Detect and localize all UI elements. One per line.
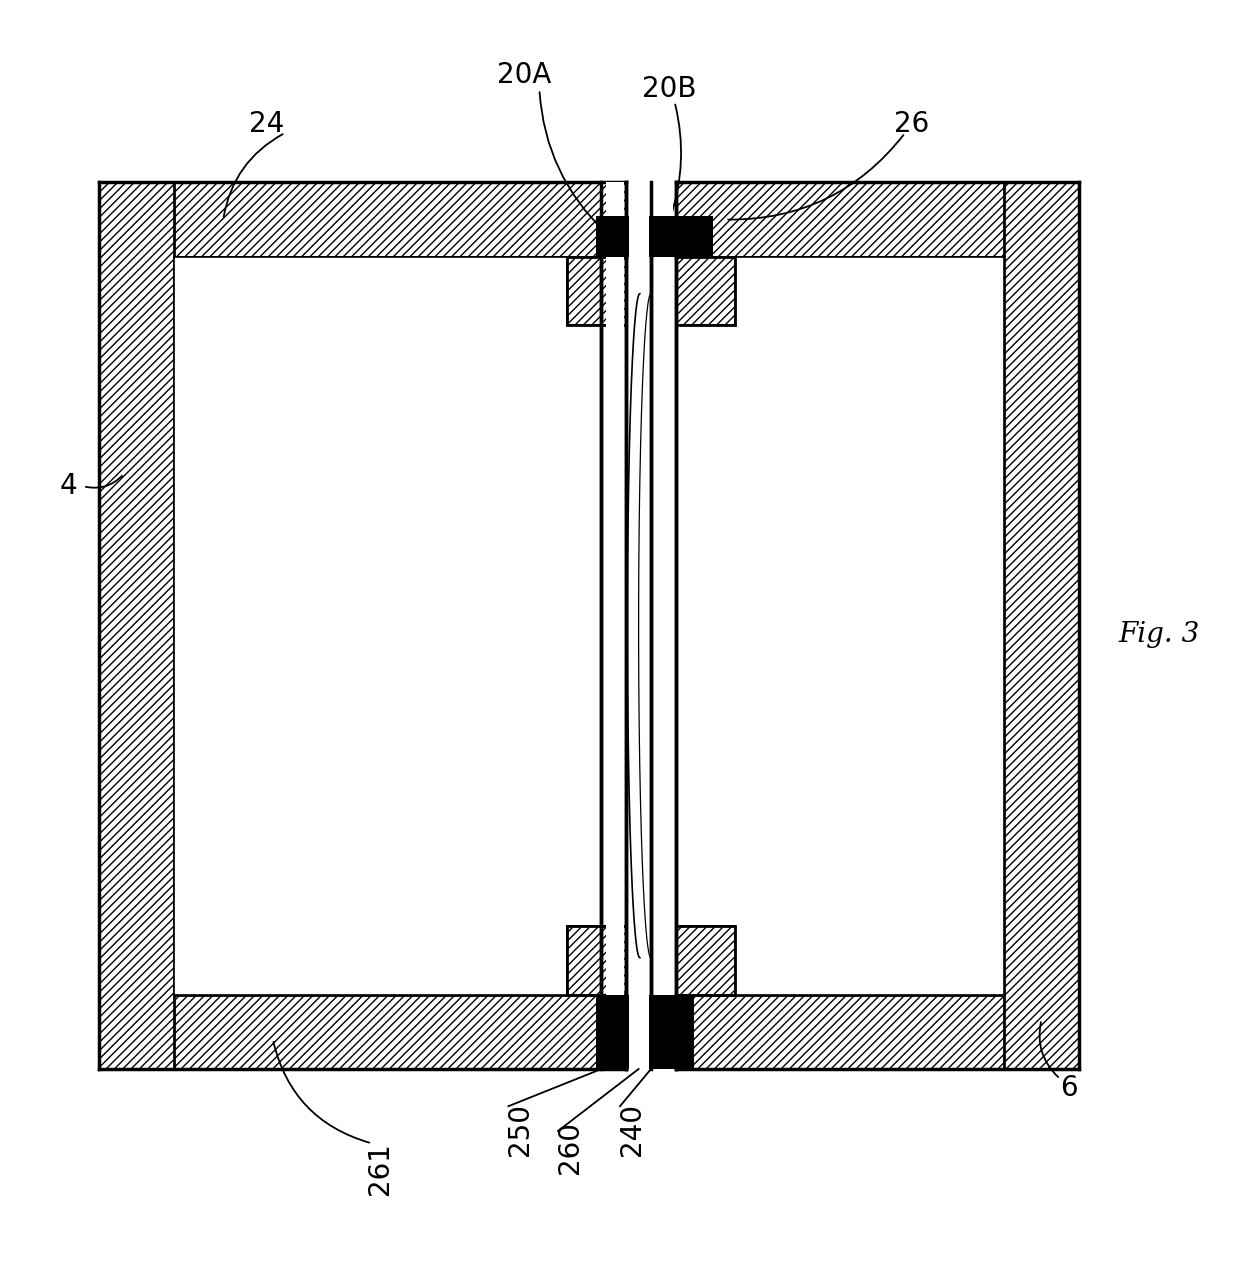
Bar bbox=[676, 183, 1079, 257]
Text: 260: 260 bbox=[556, 1121, 584, 1175]
Bar bbox=[174, 257, 626, 994]
Bar bbox=[653, 257, 673, 994]
Bar bbox=[653, 183, 673, 257]
Text: 240: 240 bbox=[618, 1102, 646, 1156]
Text: 4: 4 bbox=[60, 472, 77, 500]
Bar bbox=[596, 994, 629, 1069]
Text: Fig. 3: Fig. 3 bbox=[1118, 621, 1200, 649]
Text: 250: 250 bbox=[506, 1102, 534, 1156]
Bar bbox=[1004, 183, 1079, 1069]
Bar bbox=[649, 994, 694, 1069]
Bar bbox=[99, 994, 626, 1069]
Bar bbox=[606, 183, 624, 257]
Text: 20A: 20A bbox=[497, 61, 552, 89]
Text: 6: 6 bbox=[1060, 1073, 1078, 1101]
Bar bbox=[676, 926, 735, 994]
Text: 261: 261 bbox=[366, 1143, 394, 1195]
Bar bbox=[567, 257, 626, 325]
Bar bbox=[676, 257, 1004, 994]
Bar bbox=[596, 216, 629, 257]
Bar bbox=[99, 183, 174, 1069]
Text: 26: 26 bbox=[894, 110, 929, 138]
Bar bbox=[653, 994, 673, 1069]
Bar bbox=[676, 994, 1079, 1069]
Bar bbox=[676, 257, 735, 325]
Bar bbox=[606, 257, 624, 994]
Text: 24: 24 bbox=[249, 110, 284, 138]
Bar bbox=[99, 183, 626, 257]
Bar bbox=[567, 926, 626, 994]
Bar bbox=[649, 216, 713, 257]
Bar bbox=[606, 994, 624, 1069]
Text: 20B: 20B bbox=[642, 75, 697, 103]
